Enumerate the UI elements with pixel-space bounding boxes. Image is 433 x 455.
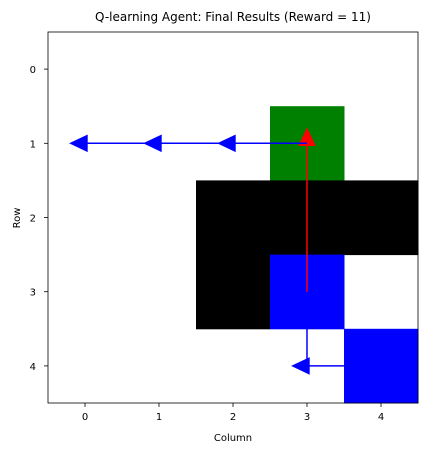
cell-wall-r2-c4: [344, 180, 419, 256]
move-arrowhead-0: [291, 357, 310, 375]
chart-title: Q-learning Agent: Final Results (Reward …: [95, 10, 371, 24]
y-tick-label-4: 4: [30, 362, 36, 373]
x-tick-label-1: 1: [156, 412, 162, 423]
x-tick-label-4: 4: [378, 412, 384, 423]
move-arrowhead-2: [298, 127, 316, 146]
agent-path: [69, 127, 381, 375]
x-tick-label-0: 0: [82, 412, 88, 423]
x-axis-ticks: 0 1 2 3 4: [82, 403, 384, 423]
cell-wall-r3-c2: [196, 254, 271, 330]
cell-wall-r2-c2: [196, 180, 271, 256]
y-tick-label-3: 3: [30, 288, 36, 299]
x-tick-label-3: 3: [304, 412, 310, 423]
x-tick-label-2: 2: [230, 412, 236, 423]
move-arrowhead-5: [69, 134, 88, 153]
y-tick-label-0: 0: [30, 65, 36, 76]
y-tick-label-1: 1: [30, 139, 36, 150]
y-axis-ticks: 0 1 2 3 4: [30, 65, 48, 373]
y-axis-label: Row: [12, 208, 23, 229]
x-axis-label: Column: [214, 433, 252, 444]
y-tick-label-2: 2: [30, 214, 36, 225]
